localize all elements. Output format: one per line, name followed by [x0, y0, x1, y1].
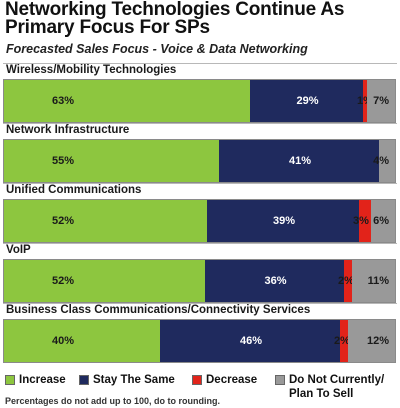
bar-segment-none: [379, 140, 395, 182]
data-label: 41%: [289, 155, 312, 167]
data-label: 11%: [367, 275, 389, 287]
data-label: 52%: [52, 275, 75, 287]
stacked-bar: 40% 46% 2% 12%: [3, 319, 396, 363]
legend-label-increase: Increase: [19, 374, 66, 386]
data-label: 39%: [273, 215, 296, 227]
data-label: 55%: [52, 155, 75, 167]
data-label: 63%: [52, 95, 75, 107]
bar-segment-increase: [4, 260, 205, 302]
row-divider: [3, 123, 397, 124]
bar-segment-none: [352, 260, 395, 302]
category-label: Business Class Communications/Connectivi…: [6, 304, 311, 316]
stacked-bar: 55% 41% 4%: [3, 139, 396, 183]
data-label: 4%: [373, 155, 389, 167]
data-label: 3%: [353, 215, 369, 227]
chart-subtitle: Forecasted Sales Focus - Voice & Data Ne…: [6, 42, 308, 56]
data-label: 52%: [52, 215, 75, 227]
bar-segment-none: [348, 320, 395, 362]
bar-segment-decrease: [344, 260, 352, 302]
stacked-bar: 52% 39% 3% 6%: [3, 199, 396, 243]
stacked-bar: 52% 36% 2% 11%: [3, 259, 396, 303]
footnote: Percentages do not add up to 100, do to …: [5, 396, 221, 406]
category-label: Network Infrastructure: [6, 124, 130, 136]
legend-swatch-stay-the-same: [79, 375, 89, 385]
bar-segment-increase: [4, 80, 250, 122]
bar-segment-none: [371, 200, 395, 242]
row-divider: [3, 63, 397, 64]
data-label: 6%: [373, 215, 389, 227]
row-divider: [3, 243, 397, 244]
bar-segment-none: [367, 80, 395, 122]
category-label: Wireless/Mobility Technologies: [6, 64, 177, 76]
bar-segment-increase: [4, 320, 160, 362]
legend-label-stay-the-same: Stay The Same: [93, 374, 175, 386]
bar-segment-stay: [250, 80, 363, 122]
bar-segment-stay: [207, 200, 359, 242]
data-label: 12%: [366, 335, 389, 347]
stacked-bar: 63% 29% 1% 7%: [3, 79, 396, 123]
bar-segment-increase: [4, 140, 219, 182]
data-label: 29%: [296, 95, 319, 107]
legend-label-decrease: Decrease: [206, 374, 258, 386]
data-label: 40%: [52, 335, 75, 347]
legend-swatch-decrease: [192, 375, 202, 385]
bar-segment-stay: [160, 320, 340, 362]
bar-segment-decrease: [359, 200, 371, 242]
data-label: 2%: [338, 275, 354, 287]
category-label: Unified Communications: [6, 184, 142, 196]
bar-segment-stay: [219, 140, 379, 182]
bar-segment-increase: [4, 200, 207, 242]
row-divider: [3, 183, 397, 184]
data-label: 2%: [334, 335, 350, 347]
row-divider: [3, 303, 397, 304]
legend-swatch-increase: [5, 375, 15, 385]
legend-label-line-1: Do Not Currently/: [289, 374, 385, 386]
bar-segment-stay: [205, 260, 344, 302]
legend-label-do-not-currently: Do Not Currently/ Plan To Sell: [289, 373, 384, 401]
legend-swatch-do-not-currently: [275, 375, 285, 385]
data-label: 46%: [240, 335, 263, 347]
category-label: VoIP: [6, 244, 31, 256]
bar-segment-decrease: [363, 80, 367, 122]
legend-label-line-2: Plan To Sell: [289, 388, 354, 400]
data-label: 7%: [373, 95, 389, 107]
chart-title: Networking Technologies Continue As Prim…: [5, 0, 345, 38]
data-label: 36%: [264, 275, 287, 287]
bar-segment-decrease: [340, 320, 348, 362]
